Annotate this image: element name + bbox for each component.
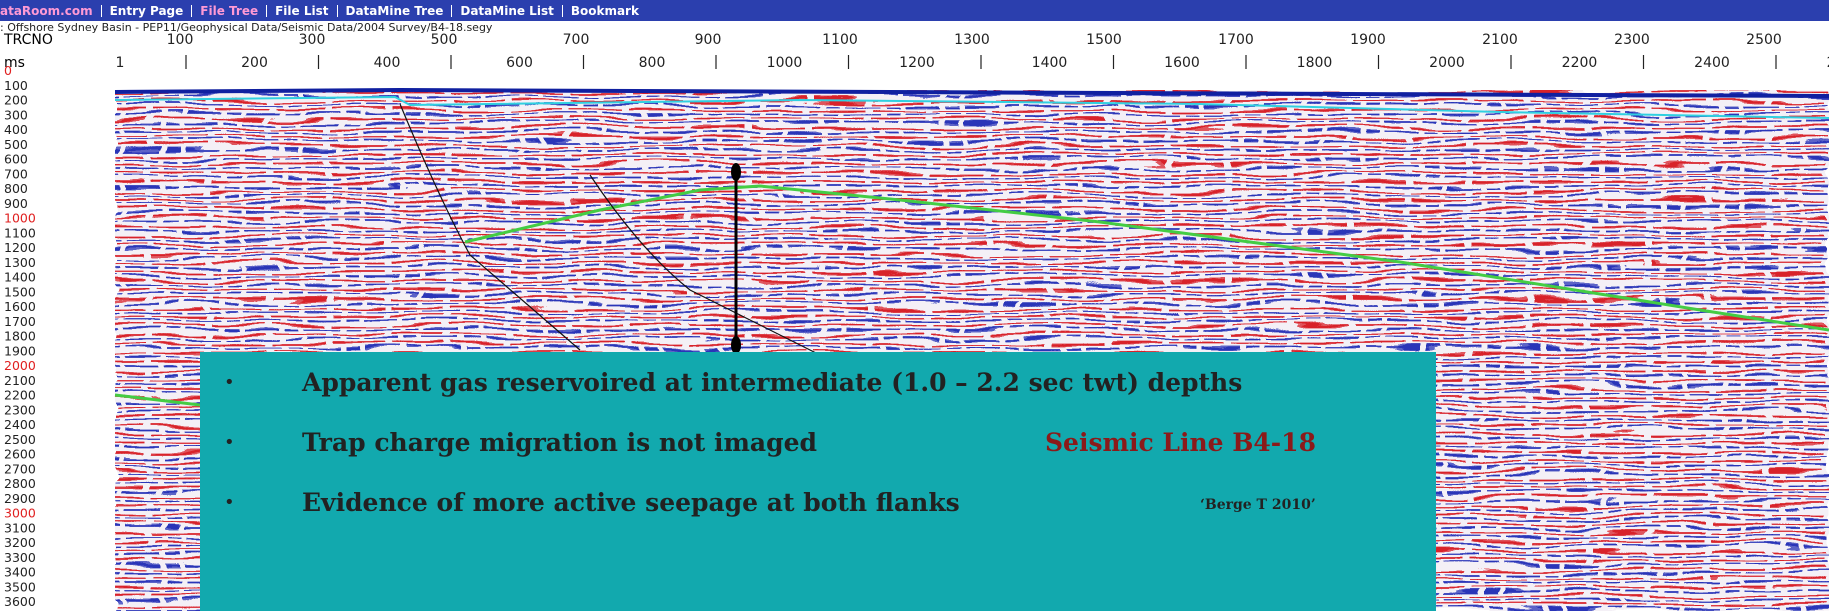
depth-tick-label: 2000 bbox=[4, 358, 36, 373]
citation: ‘Berge T 2010’ bbox=[1200, 497, 1316, 513]
depth-tick-label: 2600 bbox=[4, 447, 36, 462]
ms-tick-label: 1400 bbox=[1032, 55, 1068, 71]
depth-tick-label: 1600 bbox=[4, 299, 36, 314]
bullet-text: Evidence of more active seepage at both … bbox=[302, 488, 960, 517]
depth-tick-label: 1400 bbox=[4, 270, 36, 285]
depth-tick-label: 1000 bbox=[4, 211, 36, 226]
ms-tick-label: 1600 bbox=[1164, 55, 1200, 71]
ms-tick-label: 1200 bbox=[899, 55, 935, 71]
line-title: Seismic Line B4-18 bbox=[1045, 428, 1316, 457]
depth-tick-label: 400 bbox=[4, 122, 28, 137]
trace-tick-label: 500 bbox=[431, 32, 458, 48]
ms-tick-label: 1 bbox=[116, 55, 125, 71]
trace-tick-label: 900 bbox=[695, 32, 722, 48]
nav-bar: ataRoom.com Entry Page File Tree File List D… bbox=[0, 0, 1829, 21]
ms-tick-label: 400 bbox=[374, 55, 401, 71]
nav-link[interactable]: File Tree bbox=[191, 4, 266, 17]
trace-tick-label: 100 bbox=[167, 32, 194, 48]
depth-tick-label: 800 bbox=[4, 181, 28, 196]
depth-tick-label: 1700 bbox=[4, 314, 36, 329]
trace-tick-label: 1300 bbox=[954, 32, 990, 48]
depth-tick-label: 200 bbox=[4, 93, 28, 108]
ms-tick-label: 1800 bbox=[1297, 55, 1333, 71]
depth-tick-label: 900 bbox=[4, 196, 28, 211]
depth-tick-label: 300 bbox=[4, 107, 28, 122]
trace-tick-label: 2300 bbox=[1614, 32, 1650, 48]
ms-tick-label: 2600 bbox=[1827, 55, 1829, 71]
depth-tick-label: 2900 bbox=[4, 491, 36, 506]
ms-tick-label: 1000 bbox=[767, 55, 803, 71]
ms-tick-label: 800 bbox=[639, 55, 666, 71]
depth-tick-label: 2200 bbox=[4, 388, 36, 403]
depth-tick-label: 1500 bbox=[4, 284, 36, 299]
depth-tick-label: 1900 bbox=[4, 343, 36, 358]
nav-link[interactable]: ataRoom.com bbox=[0, 3, 93, 18]
depth-tick-label: 3300 bbox=[4, 550, 36, 565]
depth-tick-label: 0 bbox=[4, 63, 12, 78]
ms-tick-label: 600 bbox=[506, 55, 533, 71]
depth-tick-label: 3400 bbox=[4, 565, 36, 580]
ms-tick-label: 2200 bbox=[1562, 55, 1598, 71]
trace-tick-label: 1700 bbox=[1218, 32, 1254, 48]
trace-tick-label: 1500 bbox=[1086, 32, 1122, 48]
depth-tick-label: 2100 bbox=[4, 373, 36, 388]
depth-tick-label: 3000 bbox=[4, 506, 36, 521]
nav-link[interactable]: DataMine List bbox=[451, 4, 561, 17]
depth-tick-label: 1200 bbox=[4, 240, 36, 255]
depth-tick-label: 1800 bbox=[4, 329, 36, 344]
nav-link[interactable]: File List bbox=[266, 4, 336, 17]
depth-tick-label: 1100 bbox=[4, 225, 36, 240]
depth-tick-label: 100 bbox=[4, 78, 28, 93]
file-path: : Offshore Sydney Basin - PEP11/Geophysi… bbox=[0, 21, 493, 34]
bullet-text: Apparent gas reservoired at intermediate… bbox=[302, 368, 1243, 397]
ms-tick-label: 200 bbox=[241, 55, 268, 71]
trace-tick-label: 1100 bbox=[822, 32, 858, 48]
depth-tick-label: 2500 bbox=[4, 432, 36, 447]
depth-tick-label: 2400 bbox=[4, 417, 36, 432]
nav-link[interactable]: DataMine Tree bbox=[336, 4, 452, 17]
axis-label: ms bbox=[4, 55, 25, 71]
nav-link[interactable]: Bookmark bbox=[561, 4, 647, 17]
depth-tick-label: 700 bbox=[4, 166, 28, 181]
depth-tick-label: 3100 bbox=[4, 520, 36, 535]
ms-tick-label: 2000 bbox=[1429, 55, 1465, 71]
trace-tick-label: 2100 bbox=[1482, 32, 1518, 48]
depth-tick-label: 3200 bbox=[4, 535, 36, 550]
nav-link[interactable]: Entry Page bbox=[100, 4, 192, 17]
trace-tick-label: 700 bbox=[563, 32, 590, 48]
ms-tick-label: 2400 bbox=[1694, 55, 1730, 71]
trace-tick-label: 300 bbox=[299, 32, 326, 48]
annotation-box: Apparent gas reservoired at intermediate… bbox=[200, 352, 1436, 611]
depth-tick-label: 2700 bbox=[4, 461, 36, 476]
depth-tick-label: 3600 bbox=[4, 594, 36, 609]
depth-tick-label: 1300 bbox=[4, 255, 36, 270]
depth-tick-label: 600 bbox=[4, 152, 28, 167]
trace-tick-label: 1900 bbox=[1350, 32, 1386, 48]
depth-tick-label: 2800 bbox=[4, 476, 36, 491]
depth-tick-label: 500 bbox=[4, 137, 28, 152]
axis-label: TRCNO bbox=[3, 32, 53, 48]
depth-tick-label: 2300 bbox=[4, 402, 36, 417]
depth-tick-label: 3500 bbox=[4, 579, 36, 594]
bullet-text: Trap charge migration is not imaged bbox=[302, 428, 817, 457]
trace-tick-label: 2500 bbox=[1746, 32, 1782, 48]
